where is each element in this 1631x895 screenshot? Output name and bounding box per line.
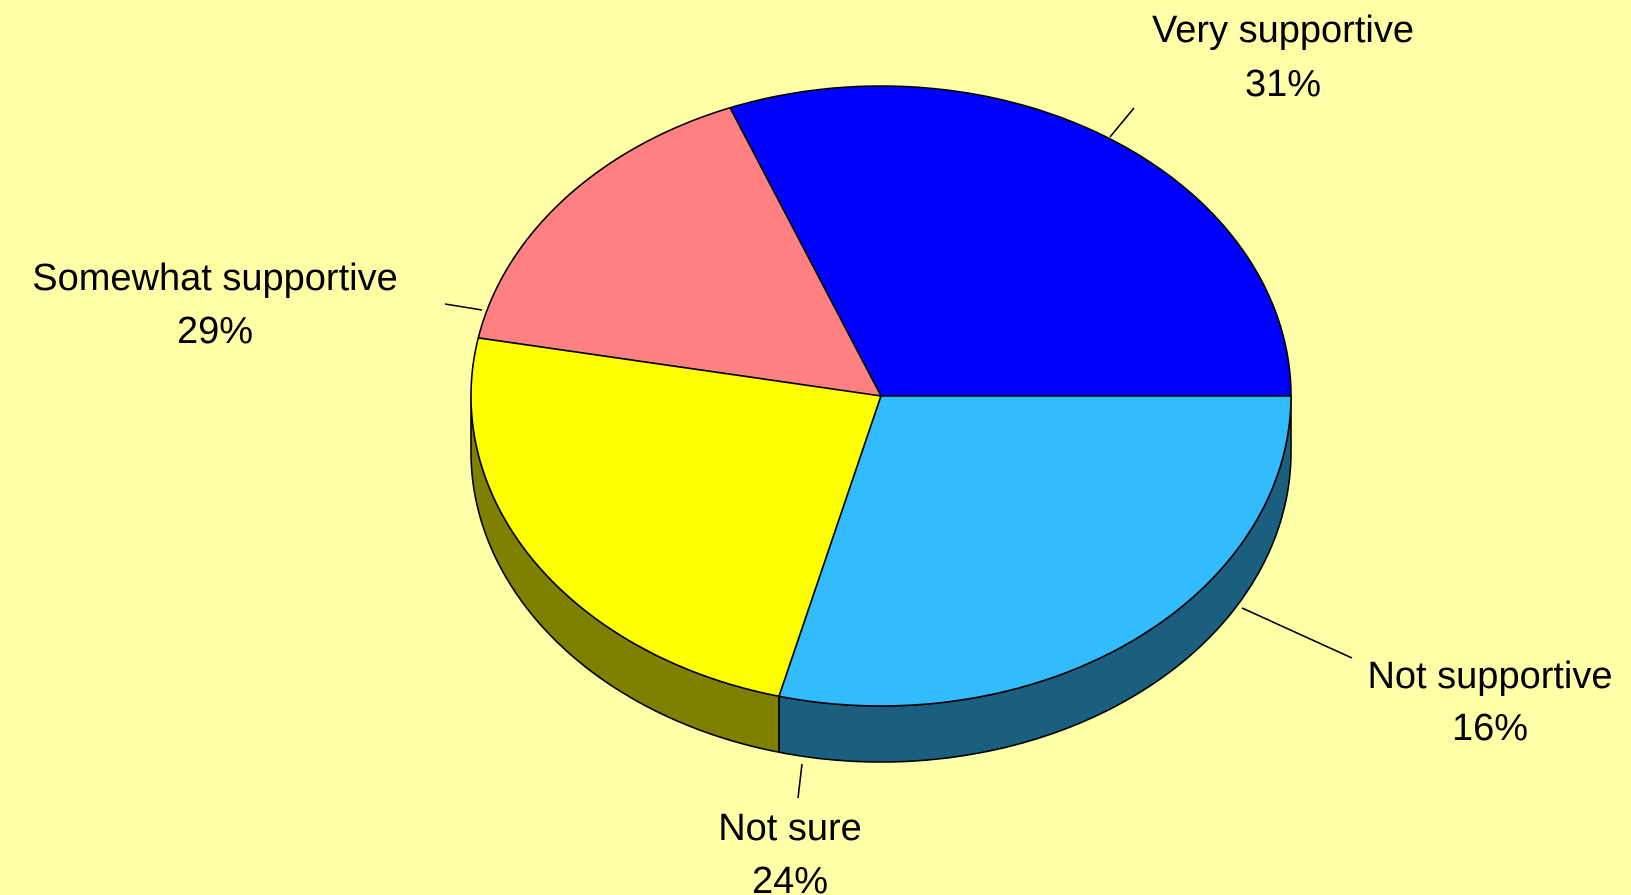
slice-labels: Very supportive 31% Not supportive 16% Not s… [32,9,1612,895]
leader-lines [444,107,1353,799]
leader-line-somewhat-supportive [444,303,483,311]
slice-label-not-supportive: Not supportive [1367,655,1612,697]
pie-slice-not-sure [470,337,882,698]
pie-slice-not-supportive [477,106,882,397]
slice-label-somewhat-supportive: Somewhat supportive [32,257,397,299]
pie-slice-somewhat-supportive [778,395,1292,707]
slice-percent-not-sure: 24% [752,860,828,895]
slice-label-very-supportive: Very supportive [1152,9,1414,51]
slice-percent-very-supportive: 31% [1245,63,1321,105]
slice-percent-somewhat-supportive: 29% [177,310,253,352]
slice-percent-not-supportive: 16% [1452,707,1528,749]
pie-tops [470,85,1292,707]
leader-line-not-supportive [1241,607,1353,659]
slice-label-not-sure: Not sure [718,807,862,849]
pie-slice-very-supportive [729,85,1292,397]
leader-line-not-sure [797,763,803,799]
leader-line-very-supportive [1109,107,1135,138]
